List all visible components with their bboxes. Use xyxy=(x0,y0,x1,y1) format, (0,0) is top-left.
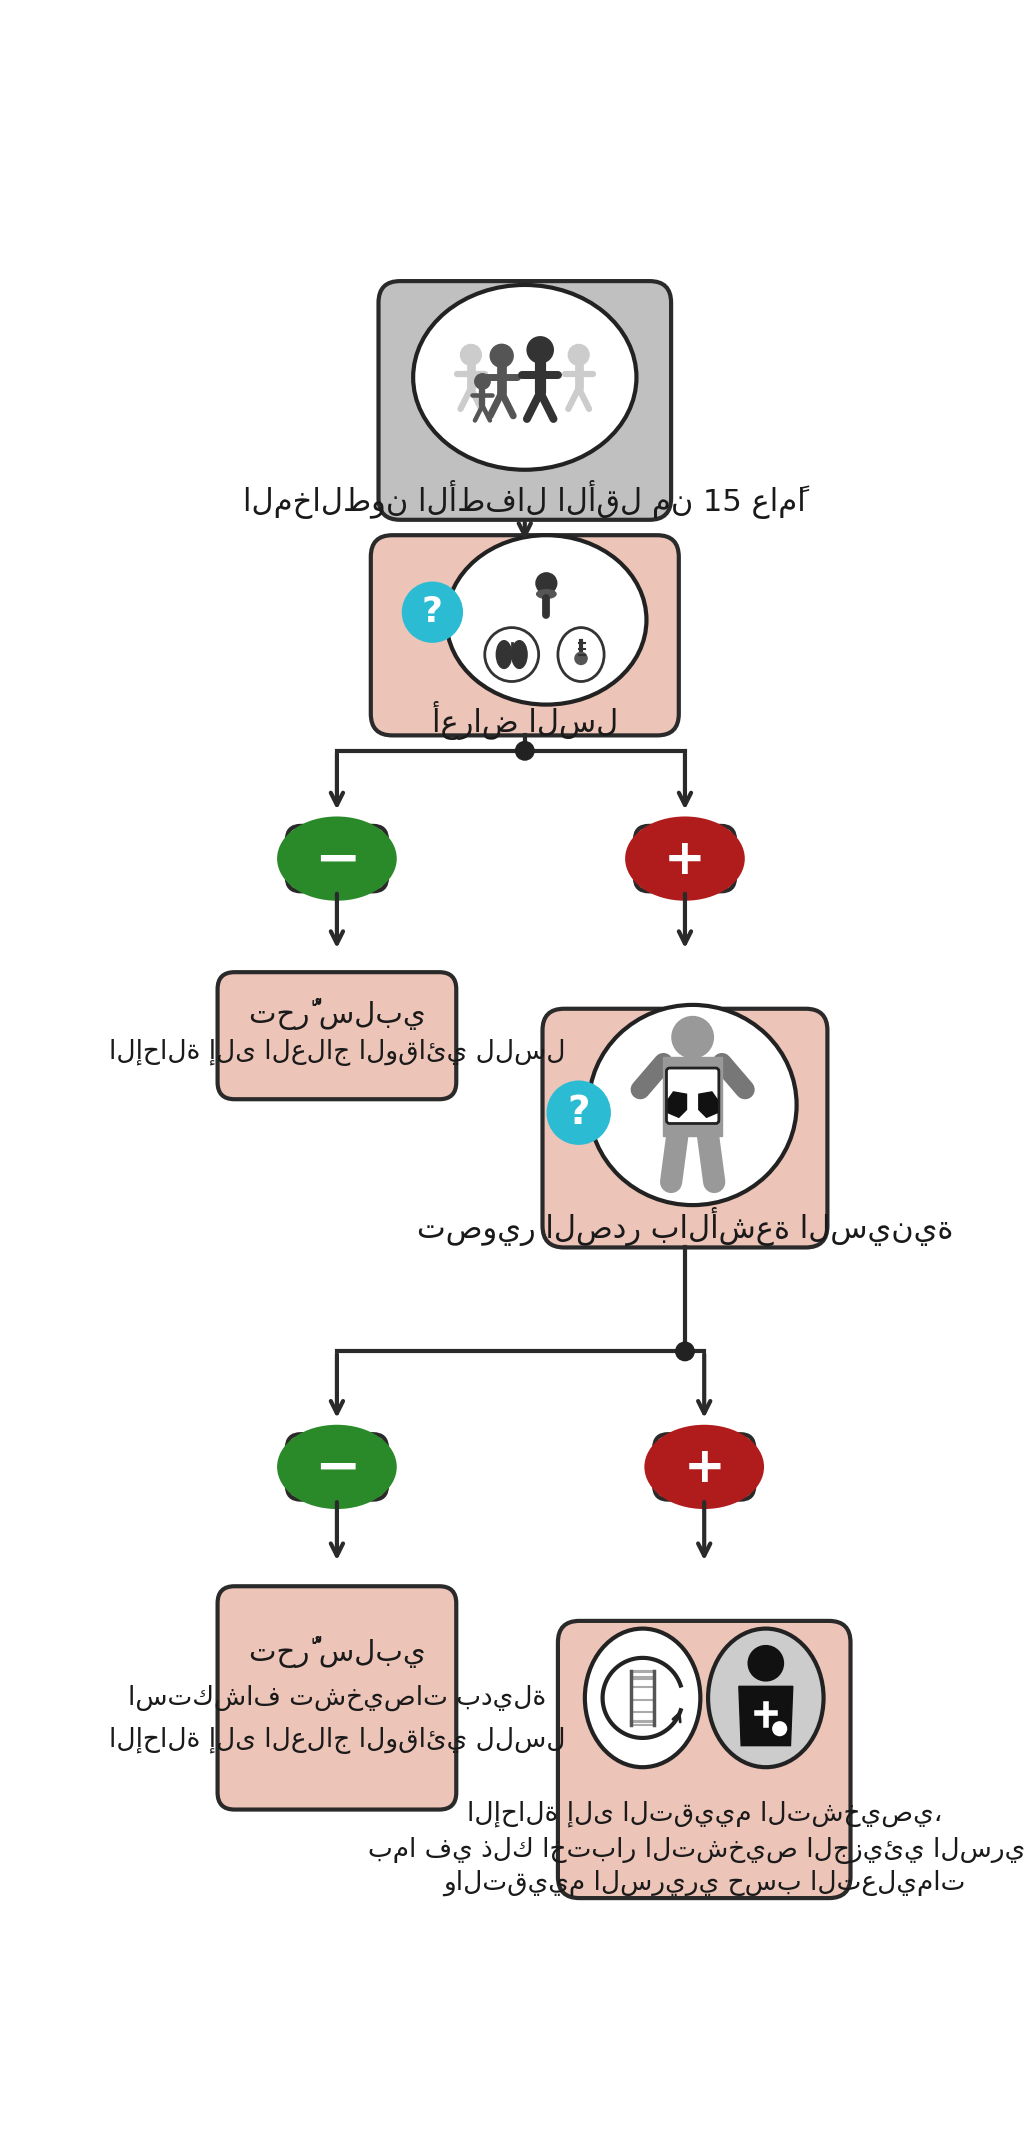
Ellipse shape xyxy=(413,286,637,469)
Ellipse shape xyxy=(589,1004,797,1206)
Circle shape xyxy=(537,574,556,593)
Polygon shape xyxy=(739,1686,793,1746)
Ellipse shape xyxy=(646,1428,762,1507)
FancyBboxPatch shape xyxy=(371,535,679,735)
Circle shape xyxy=(527,338,553,361)
Circle shape xyxy=(773,1722,785,1735)
Ellipse shape xyxy=(585,1628,700,1767)
Text: −: − xyxy=(313,834,360,888)
FancyBboxPatch shape xyxy=(558,1621,851,1898)
FancyBboxPatch shape xyxy=(287,826,387,892)
Text: تحرُّ سلبي: تحرُّ سلبي xyxy=(249,998,425,1030)
Ellipse shape xyxy=(280,819,394,899)
FancyBboxPatch shape xyxy=(667,1069,719,1124)
Ellipse shape xyxy=(628,819,742,899)
Text: تصوير الصدر بالأشعة السينية: تصوير الصدر بالأشعة السينية xyxy=(417,1206,953,1247)
Circle shape xyxy=(403,583,462,641)
Polygon shape xyxy=(698,1092,717,1118)
Circle shape xyxy=(475,374,489,389)
Circle shape xyxy=(673,1017,713,1058)
Text: −: − xyxy=(313,1440,360,1496)
Text: المخالطون الأطفال الأقل من 15 عامًا: المخالطون الأطفال الأقل من 15 عامًا xyxy=(244,479,806,518)
Text: +: + xyxy=(683,1445,725,1492)
Ellipse shape xyxy=(446,535,646,705)
Ellipse shape xyxy=(280,1428,394,1507)
Circle shape xyxy=(490,344,512,366)
Ellipse shape xyxy=(708,1628,823,1767)
Circle shape xyxy=(676,1342,694,1361)
FancyBboxPatch shape xyxy=(543,1008,827,1247)
FancyBboxPatch shape xyxy=(217,972,457,1099)
FancyBboxPatch shape xyxy=(635,826,735,892)
Text: الإحالة إلى العلاج الوقائي للسل: الإحالة إلى العلاج الوقائي للسل xyxy=(109,1038,565,1066)
Text: الإحالة إلى العلاج الوقائي للسل: الإحالة إلى العلاج الوقائي للسل xyxy=(109,1726,565,1754)
Text: +: + xyxy=(665,836,706,884)
Circle shape xyxy=(569,346,589,366)
Text: ?: ? xyxy=(422,596,443,630)
Text: الإحالة إلى التقييم التشخيصي،: الإحالة إلى التقييم التشخيصي، xyxy=(467,1800,942,1828)
FancyBboxPatch shape xyxy=(217,1587,457,1810)
Text: بما في ذلك اختبار التشخيص الجزيئي السريع: بما في ذلك اختبار التشخيص الجزيئي السريع xyxy=(368,1836,1024,1864)
Circle shape xyxy=(515,742,535,761)
Text: ?: ? xyxy=(567,1094,590,1131)
FancyBboxPatch shape xyxy=(654,1434,755,1501)
Circle shape xyxy=(749,1647,782,1679)
Ellipse shape xyxy=(497,641,512,669)
Ellipse shape xyxy=(537,589,556,598)
FancyBboxPatch shape xyxy=(287,1434,387,1501)
Polygon shape xyxy=(664,1058,722,1135)
Text: والتقييم السريري حسب التعليمات: والتقييم السريري حسب التعليمات xyxy=(443,1870,966,1896)
Circle shape xyxy=(548,1081,609,1144)
Text: أعراض السل: أعراض السل xyxy=(432,701,617,740)
Circle shape xyxy=(461,346,480,366)
Ellipse shape xyxy=(484,628,539,682)
Circle shape xyxy=(575,654,587,664)
Text: تحرُّ سلبي: تحرُّ سلبي xyxy=(249,1636,425,1668)
Text: استكشاف تشخيصات بديلة: استكشاف تشخيصات بديلة xyxy=(128,1686,546,1711)
Ellipse shape xyxy=(512,641,527,669)
FancyBboxPatch shape xyxy=(379,282,671,520)
Ellipse shape xyxy=(558,628,604,682)
Polygon shape xyxy=(668,1092,686,1118)
